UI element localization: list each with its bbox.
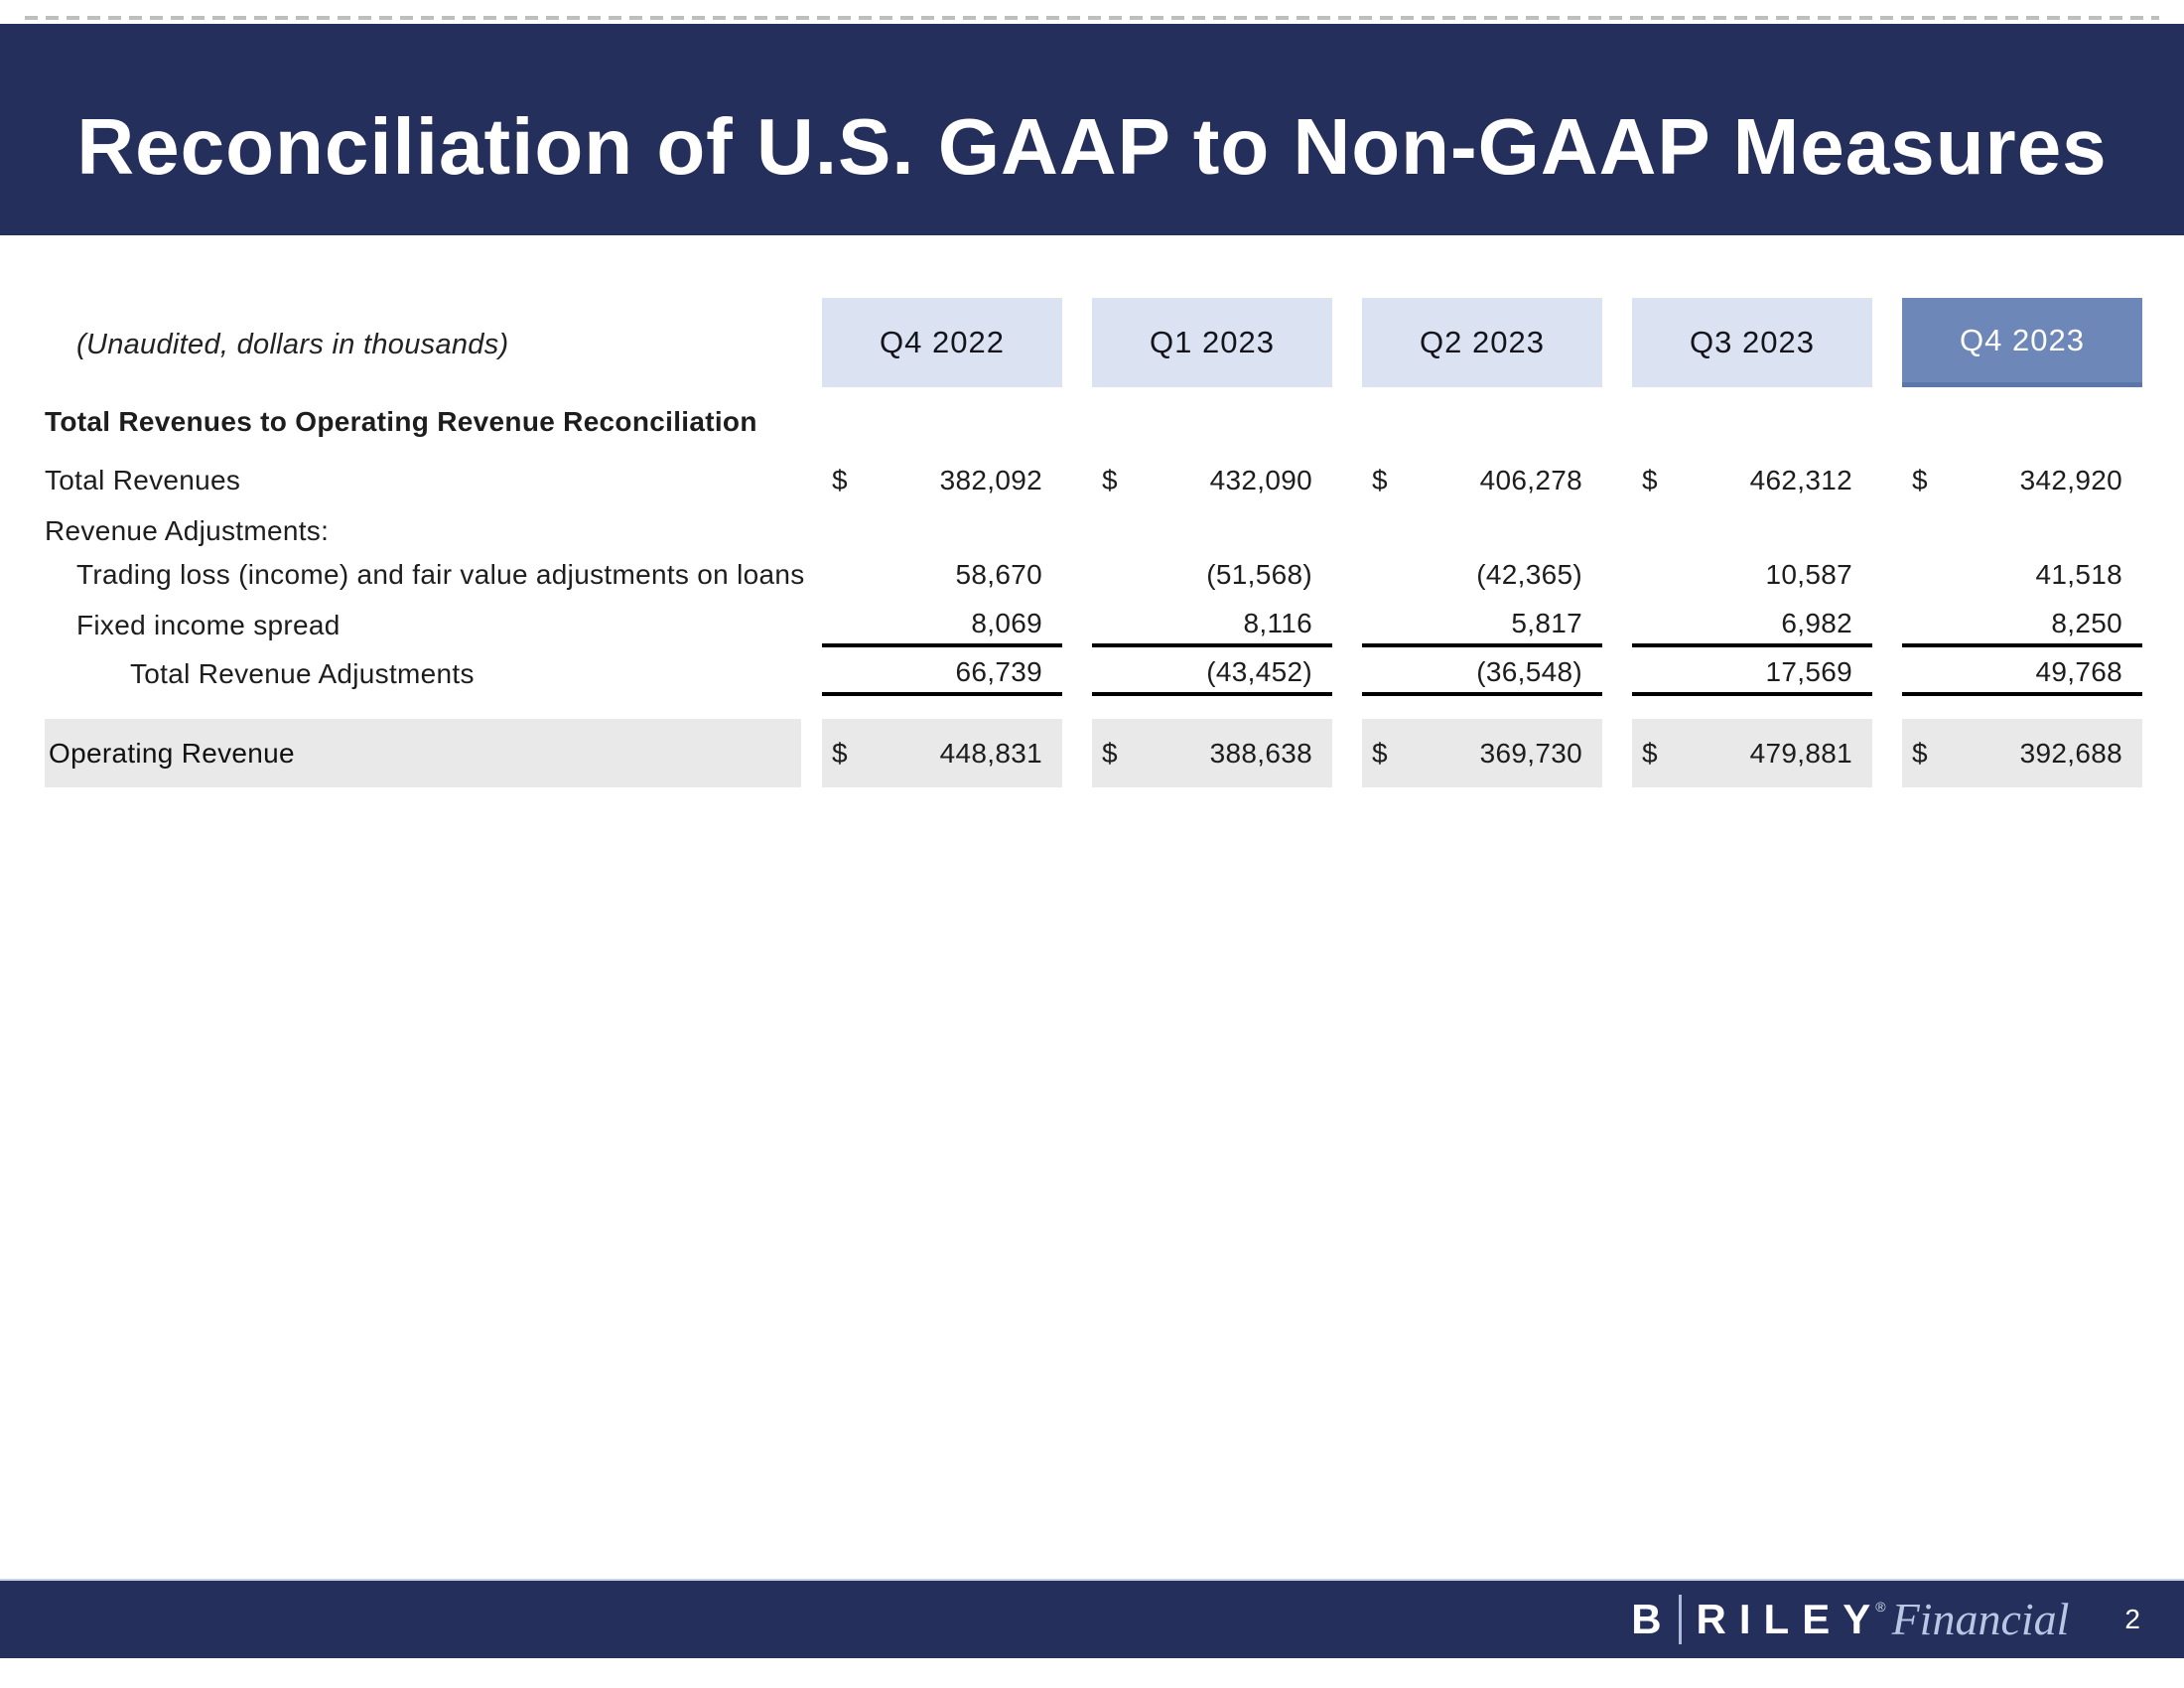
value-cell: $369,730: [1362, 719, 1602, 787]
value-cell: $382,092: [822, 459, 1062, 502]
value-cell: (36,548): [1362, 652, 1602, 696]
value-cell: (42,365): [1362, 553, 1602, 597]
cell-value: 66,739: [955, 656, 1042, 687]
row-label: Total Revenue Adjustments: [130, 658, 475, 689]
top-dashed-divider: [25, 16, 2159, 20]
value-cell: $392,688: [1902, 719, 2142, 787]
logo-financial: Financial: [1891, 1594, 2070, 1644]
cell-value: 342,920: [2019, 465, 2122, 495]
row-label: Trading loss (income) and fair value adj…: [76, 559, 805, 590]
column-header-q3-2023: Q3 2023: [1632, 298, 1872, 387]
value-cell: 17,569: [1632, 652, 1872, 696]
row-total-revenues: Total Revenues $382,092 $432,090 $406,27…: [45, 459, 2148, 502]
logo-divider: [1678, 1595, 1682, 1644]
title-banner: Reconciliation of U.S. GAAP to Non-GAAP …: [0, 24, 2184, 235]
cell-value: (42,365): [1476, 559, 1582, 590]
value-cell: 8,250: [1902, 604, 2142, 647]
value-cell: $342,920: [1902, 459, 2142, 502]
value-cell: $388,638: [1092, 719, 1332, 787]
logo-riley: RILEY: [1696, 1596, 1884, 1642]
slide-title: Reconciliation of U.S. GAAP to Non-GAAP …: [76, 101, 2108, 191]
value-cell: 10,587: [1632, 553, 1872, 597]
cell-value: 448,831: [939, 737, 1042, 769]
currency-symbol: $: [1372, 465, 1388, 495]
column-header-q2-2023: Q2 2023: [1362, 298, 1602, 387]
currency-symbol: $: [832, 737, 848, 769]
cell-value: 388,638: [1209, 737, 1312, 769]
column-header-q4-2023-highlighted: Q4 2023: [1902, 298, 2142, 387]
cell-value: (51,568): [1206, 559, 1312, 590]
cell-value: 8,069: [971, 608, 1042, 638]
value-cell: $432,090: [1092, 459, 1332, 502]
registered-mark-icon: ®: [1875, 1599, 1886, 1615]
currency-symbol: $: [1102, 465, 1118, 495]
value-cell: $462,312: [1632, 459, 1872, 502]
currency-symbol: $: [1642, 737, 1658, 769]
currency-symbol: $: [1642, 465, 1658, 495]
value-cell: $448,831: [822, 719, 1062, 787]
value-cell: 49,768: [1902, 652, 2142, 696]
value-cell: (51,568): [1092, 553, 1332, 597]
row-label: Revenue Adjustments:: [45, 515, 330, 546]
footer-bar: B RILEY ® Financial 2: [0, 1579, 2184, 1658]
unaudited-note: (Unaudited, dollars in thousands): [76, 329, 509, 360]
column-header-q1-2023: Q1 2023: [1092, 298, 1332, 387]
row-total-revenue-adjustments: Total Revenue Adjustments 66,739 (43,452…: [45, 652, 2148, 696]
value-cell: $479,881: [1632, 719, 1872, 787]
row-label: Operating Revenue: [49, 737, 295, 769]
row-label: Total Revenues: [45, 465, 241, 495]
value-cell: 66,739: [822, 652, 1062, 696]
cell-value: (43,452): [1206, 656, 1312, 687]
cell-value: 49,768: [2035, 656, 2122, 687]
cell-value: 406,278: [1479, 465, 1582, 495]
value-cell: 5,817: [1362, 604, 1602, 647]
cell-value: 41,518: [2035, 559, 2122, 590]
cell-value: 8,250: [2051, 608, 2122, 638]
currency-symbol: $: [1912, 737, 1928, 769]
cell-value: (36,548): [1476, 656, 1582, 687]
section-header-row: Total Revenues to Operating Revenue Reco…: [45, 400, 2148, 444]
column-header-row: Q4 2022 Q1 2023 Q2 2023 Q3 2023 Q4 2023: [45, 298, 2148, 387]
value-cell: 8,116: [1092, 604, 1332, 647]
cell-value: 462,312: [1749, 465, 1852, 495]
cell-value: 6,982: [1781, 608, 1852, 638]
row-label: Fixed income spread: [76, 610, 341, 640]
cell-value: 382,092: [939, 465, 1042, 495]
value-cell: 8,069: [822, 604, 1062, 647]
section-header-label: Total Revenues to Operating Revenue Reco…: [45, 406, 757, 437]
row-revenue-adjustments: Revenue Adjustments:: [45, 509, 2148, 553]
row-trading-loss: Trading loss (income) and fair value adj…: [45, 553, 2148, 597]
row-fixed-income-spread: Fixed income spread 8,069 8,116 5,817 6,…: [45, 604, 2148, 647]
value-cell: 6,982: [1632, 604, 1872, 647]
row-operating-revenue: Operating Revenue $448,831 $388,638 $369…: [45, 719, 2148, 787]
cell-value: 8,116: [1243, 608, 1312, 638]
page-number: 2: [2124, 1604, 2140, 1634]
value-cell: 58,670: [822, 553, 1062, 597]
logo-letter-b: B: [1631, 1596, 1662, 1642]
cell-value: 369,730: [1479, 737, 1582, 769]
cell-value: 479,881: [1749, 737, 1852, 769]
currency-symbol: $: [1102, 737, 1118, 769]
currency-symbol: $: [1912, 465, 1928, 495]
value-cell: 41,518: [1902, 553, 2142, 597]
cell-value: 58,670: [955, 559, 1042, 590]
cell-value: 392,688: [2019, 737, 2122, 769]
currency-symbol: $: [832, 465, 848, 495]
value-cell: $406,278: [1362, 459, 1602, 502]
cell-value: 432,090: [1209, 465, 1312, 495]
currency-symbol: $: [1372, 737, 1388, 769]
cell-value: 10,587: [1765, 559, 1852, 590]
briley-financial-logo: B RILEY ® Financial: [1631, 1595, 2069, 1644]
value-cell: (43,452): [1092, 652, 1332, 696]
cell-value: 17,569: [1765, 656, 1852, 687]
cell-value: 5,817: [1511, 608, 1582, 638]
operating-revenue-label-band: Operating Revenue: [45, 719, 801, 787]
column-header-q4-2022: Q4 2022: [822, 298, 1062, 387]
